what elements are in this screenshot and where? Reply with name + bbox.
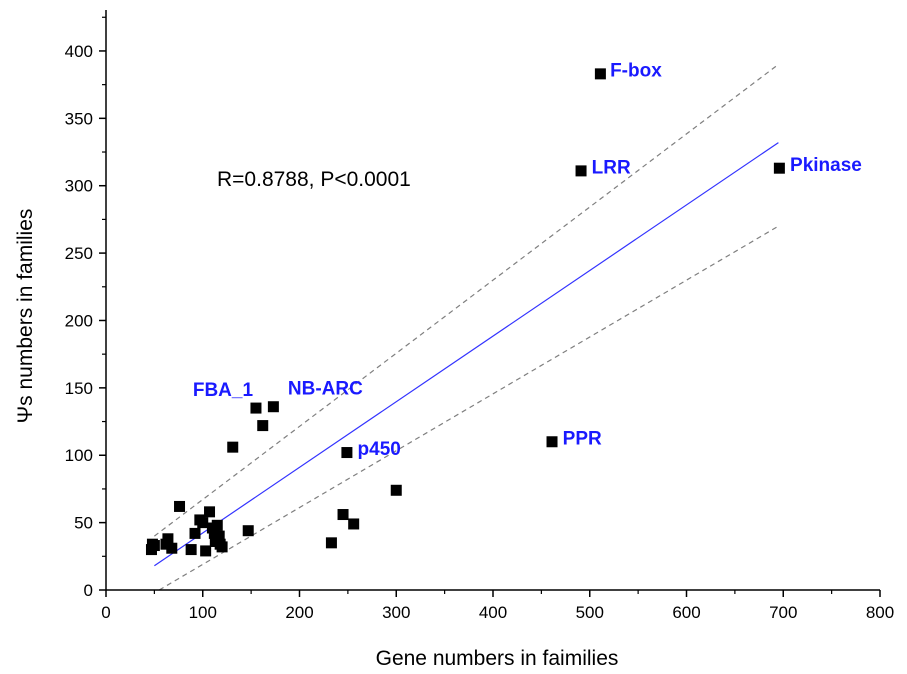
data-point xyxy=(267,401,279,413)
y-ticks: 0 50 100 150 200 250 300 350 400 xyxy=(65,16,106,600)
data-point xyxy=(213,530,225,542)
upper-confidence-line xyxy=(154,63,779,537)
data-point xyxy=(200,545,212,557)
data-point xyxy=(773,162,785,174)
data-point xyxy=(250,402,262,414)
x-tick-label: 100 xyxy=(189,603,217,622)
point-label: FBA_1 xyxy=(193,380,254,401)
data-point xyxy=(575,165,587,177)
data-point xyxy=(594,68,606,80)
x-tick-label: 200 xyxy=(285,603,313,622)
fit-lines xyxy=(154,63,779,591)
point-label: LRR xyxy=(592,158,631,179)
x-tick-label: 800 xyxy=(866,603,894,622)
data-point xyxy=(325,537,337,549)
x-tick-label: 400 xyxy=(479,603,507,622)
regression-line xyxy=(154,142,779,567)
data-point xyxy=(337,509,349,521)
data-point xyxy=(257,420,269,432)
x-axis-title: Gene numbers in faimilies xyxy=(376,647,619,670)
y-tick-label: 100 xyxy=(65,446,93,465)
data-point xyxy=(148,540,160,552)
y-tick-label: 150 xyxy=(65,379,93,398)
data-point xyxy=(341,447,353,459)
data-point xyxy=(174,500,186,512)
data-point xyxy=(242,525,254,537)
y-axis-title: Ψs numbers in families xyxy=(14,209,37,424)
x-tick-label: 700 xyxy=(769,603,797,622)
y-tick-label: 200 xyxy=(65,311,93,330)
correlation-annotation: R=0.8788, P<0.0001 xyxy=(217,168,411,191)
data-points xyxy=(145,68,785,557)
y-tick-label: 350 xyxy=(65,109,93,128)
x-ticks: 0 100 200 300 400 500 600 700 800 xyxy=(101,590,894,622)
point-label: p450 xyxy=(358,439,401,460)
data-point xyxy=(197,517,209,529)
x-tick-label: 300 xyxy=(382,603,410,622)
y-tick-label: 250 xyxy=(65,244,93,263)
axes xyxy=(105,10,880,591)
data-point xyxy=(216,541,228,553)
x-tick-label: 600 xyxy=(672,603,700,622)
data-point xyxy=(211,519,223,531)
point-labels: F-box LRR Pkinase PPR p450 FBA_1 NB-ARC xyxy=(193,61,862,461)
y-tick-label: 400 xyxy=(65,42,93,61)
data-point xyxy=(204,506,216,518)
point-label: F-box xyxy=(610,61,662,82)
data-point xyxy=(546,436,558,448)
data-point xyxy=(185,544,197,556)
data-point xyxy=(189,527,201,539)
point-label: NB-ARC xyxy=(288,379,363,400)
data-point xyxy=(166,542,178,554)
x-tick-label: 0 xyxy=(101,603,110,622)
data-point xyxy=(348,518,360,530)
y-tick-label: 300 xyxy=(65,177,93,196)
data-point xyxy=(227,441,239,453)
y-tick-label: 0 xyxy=(84,581,93,600)
point-label: PPR xyxy=(563,428,602,449)
point-label: Pkinase xyxy=(790,155,862,176)
x-tick-label: 500 xyxy=(576,603,604,622)
y-tick-label: 50 xyxy=(74,514,93,533)
data-point xyxy=(162,533,174,545)
data-point xyxy=(390,484,402,496)
lower-confidence-line xyxy=(158,225,779,591)
